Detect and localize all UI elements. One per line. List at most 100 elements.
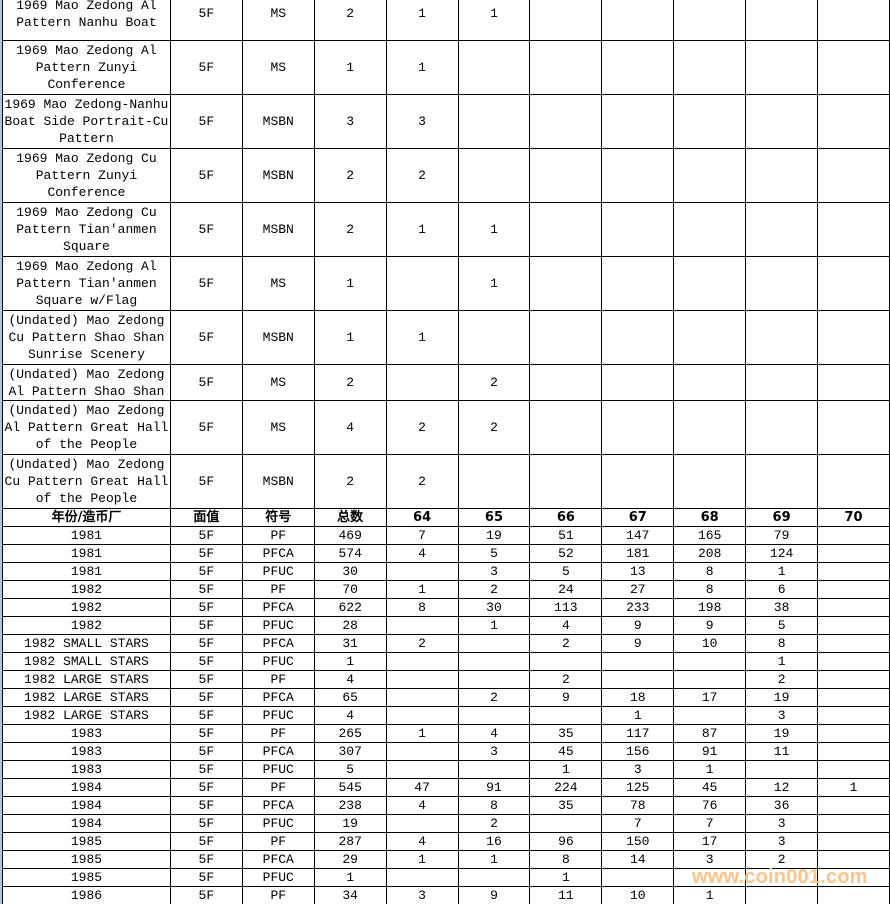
cell-grade-64[interactable]: 1 [385, 724, 459, 743]
cell-grade-symbol[interactable]: MS [241, 364, 315, 401]
cell-grade-69[interactable] [745, 886, 819, 904]
cell-grade-66[interactable] [529, 364, 603, 401]
cell-grade-70[interactable] [817, 688, 890, 707]
cell-year-mint[interactable]: 1982 LARGE STARS [2, 688, 171, 707]
cell-grade-symbol[interactable]: MSBN [241, 202, 315, 257]
cell-grade-symbol[interactable]: PFUC [241, 868, 315, 887]
cell-grade-69[interactable]: 2 [745, 670, 819, 689]
cell-grade-66[interactable] [529, 202, 603, 257]
cell-grade-70[interactable] [817, 760, 890, 779]
cell-grade-66[interactable] [529, 0, 603, 41]
cell-grade-70[interactable] [817, 670, 890, 689]
cell-grade-65[interactable]: 8 [457, 796, 531, 815]
cell-grade-69[interactable]: 6 [745, 580, 819, 599]
cell-grade-symbol[interactable]: PFUC [241, 760, 315, 779]
cell-grade-65[interactable] [457, 148, 531, 203]
cell-total[interactable]: 70 [313, 580, 387, 599]
cell-grade-69[interactable] [745, 94, 819, 149]
cell-grade-66[interactable]: 52 [529, 544, 603, 563]
column-header[interactable]: 66 [529, 508, 603, 527]
cell-denomination[interactable]: 5F [169, 598, 243, 617]
cell-grade-65[interactable]: 1 [457, 850, 531, 869]
cell-grade-symbol[interactable]: MSBN [241, 148, 315, 203]
cell-grade-70[interactable] [817, 202, 890, 257]
cell-grade-64[interactable] [385, 562, 459, 581]
cell-grade-64[interactable]: 4 [385, 832, 459, 851]
cell-grade-67[interactable] [601, 670, 675, 689]
cell-denomination[interactable]: 5F [169, 202, 243, 257]
column-header[interactable]: 总数 [313, 508, 387, 527]
cell-grade-68[interactable]: 91 [673, 742, 747, 761]
cell-grade-64[interactable]: 2 [385, 148, 459, 203]
cell-grade-68[interactable] [673, 364, 747, 401]
cell-total[interactable]: 65 [313, 688, 387, 707]
cell-grade-69[interactable] [745, 400, 819, 455]
cell-grade-67[interactable] [601, 256, 675, 311]
cell-grade-70[interactable] [817, 310, 890, 365]
cell-grade-70[interactable] [817, 616, 890, 635]
cell-grade-67[interactable] [601, 148, 675, 203]
cell-grade-67[interactable]: 3 [601, 760, 675, 779]
cell-grade-69[interactable] [745, 202, 819, 257]
cell-grade-70[interactable] [817, 400, 890, 455]
cell-grade-68[interactable] [673, 0, 747, 41]
cell-grade-67[interactable]: 150 [601, 832, 675, 851]
column-header[interactable]: 面值 [169, 508, 243, 527]
cell-grade-65[interactable]: 3 [457, 742, 531, 761]
cell-grade-69[interactable] [745, 310, 819, 365]
cell-grade-symbol[interactable]: MS [241, 400, 315, 455]
cell-grade-69[interactable] [745, 256, 819, 311]
cell-grade-68[interactable] [673, 454, 747, 509]
cell-grade-70[interactable] [817, 724, 890, 743]
cell-grade-67[interactable] [601, 400, 675, 455]
cell-grade-65[interactable]: 19 [457, 526, 531, 545]
column-header[interactable]: 70 [817, 508, 890, 527]
cell-grade-symbol[interactable]: PFCA [241, 598, 315, 617]
cell-grade-70[interactable] [817, 814, 890, 833]
cell-total[interactable]: 4 [313, 400, 387, 455]
cell-grade-68[interactable]: 10 [673, 634, 747, 653]
cell-grade-64[interactable]: 1 [385, 310, 459, 365]
cell-grade-symbol[interactable]: PFCA [241, 688, 315, 707]
cell-denomination[interactable]: 5F [169, 94, 243, 149]
cell-denomination[interactable]: 5F [169, 706, 243, 725]
cell-grade-69[interactable]: 8 [745, 634, 819, 653]
cell-denomination[interactable]: 5F [169, 40, 243, 95]
cell-grade-66[interactable]: 35 [529, 724, 603, 743]
cell-denomination[interactable]: 5F [169, 616, 243, 635]
cell-grade-65[interactable]: 1 [457, 256, 531, 311]
cell-grade-69[interactable] [745, 454, 819, 509]
cell-grade-68[interactable]: 76 [673, 796, 747, 815]
cell-year-mint[interactable]: 1983 [2, 724, 171, 743]
cell-grade-64[interactable]: 1 [385, 580, 459, 599]
cell-total[interactable]: 574 [313, 544, 387, 563]
cell-grade-67[interactable]: 9 [601, 616, 675, 635]
cell-denomination[interactable]: 5F [169, 868, 243, 887]
cell-total[interactable]: 3 [313, 94, 387, 149]
cell-grade-64[interactable]: 2 [385, 454, 459, 509]
column-header[interactable]: 67 [601, 508, 675, 527]
cell-grade-67[interactable]: 147 [601, 526, 675, 545]
cell-denomination[interactable]: 5F [169, 526, 243, 545]
cell-total[interactable]: 469 [313, 526, 387, 545]
cell-grade-68[interactable]: 1 [673, 760, 747, 779]
cell-total[interactable]: 4 [313, 670, 387, 689]
cell-grade-70[interactable] [817, 796, 890, 815]
cell-grade-64[interactable] [385, 706, 459, 725]
cell-grade-66[interactable]: 1 [529, 760, 603, 779]
cell-grade-68[interactable]: 1 [673, 886, 747, 904]
cell-year-mint[interactable]: 1981 [2, 544, 171, 563]
cell-grade-69[interactable]: 1 [745, 562, 819, 581]
cell-total[interactable]: 2 [313, 202, 387, 257]
cell-grade-64[interactable] [385, 868, 459, 887]
cell-grade-67[interactable] [601, 652, 675, 671]
cell-grade-68[interactable]: 87 [673, 724, 747, 743]
cell-coin-name[interactable]: (Undated) Mao Zedong Al Pattern Great Ha… [2, 400, 171, 455]
cell-grade-68[interactable]: 17 [673, 832, 747, 851]
cell-grade-69[interactable] [745, 0, 819, 41]
cell-grade-symbol[interactable]: MS [241, 256, 315, 311]
cell-grade-70[interactable] [817, 94, 890, 149]
cell-grade-68[interactable]: 45 [673, 778, 747, 797]
cell-denomination[interactable]: 5F [169, 454, 243, 509]
cell-total[interactable]: 5 [313, 760, 387, 779]
